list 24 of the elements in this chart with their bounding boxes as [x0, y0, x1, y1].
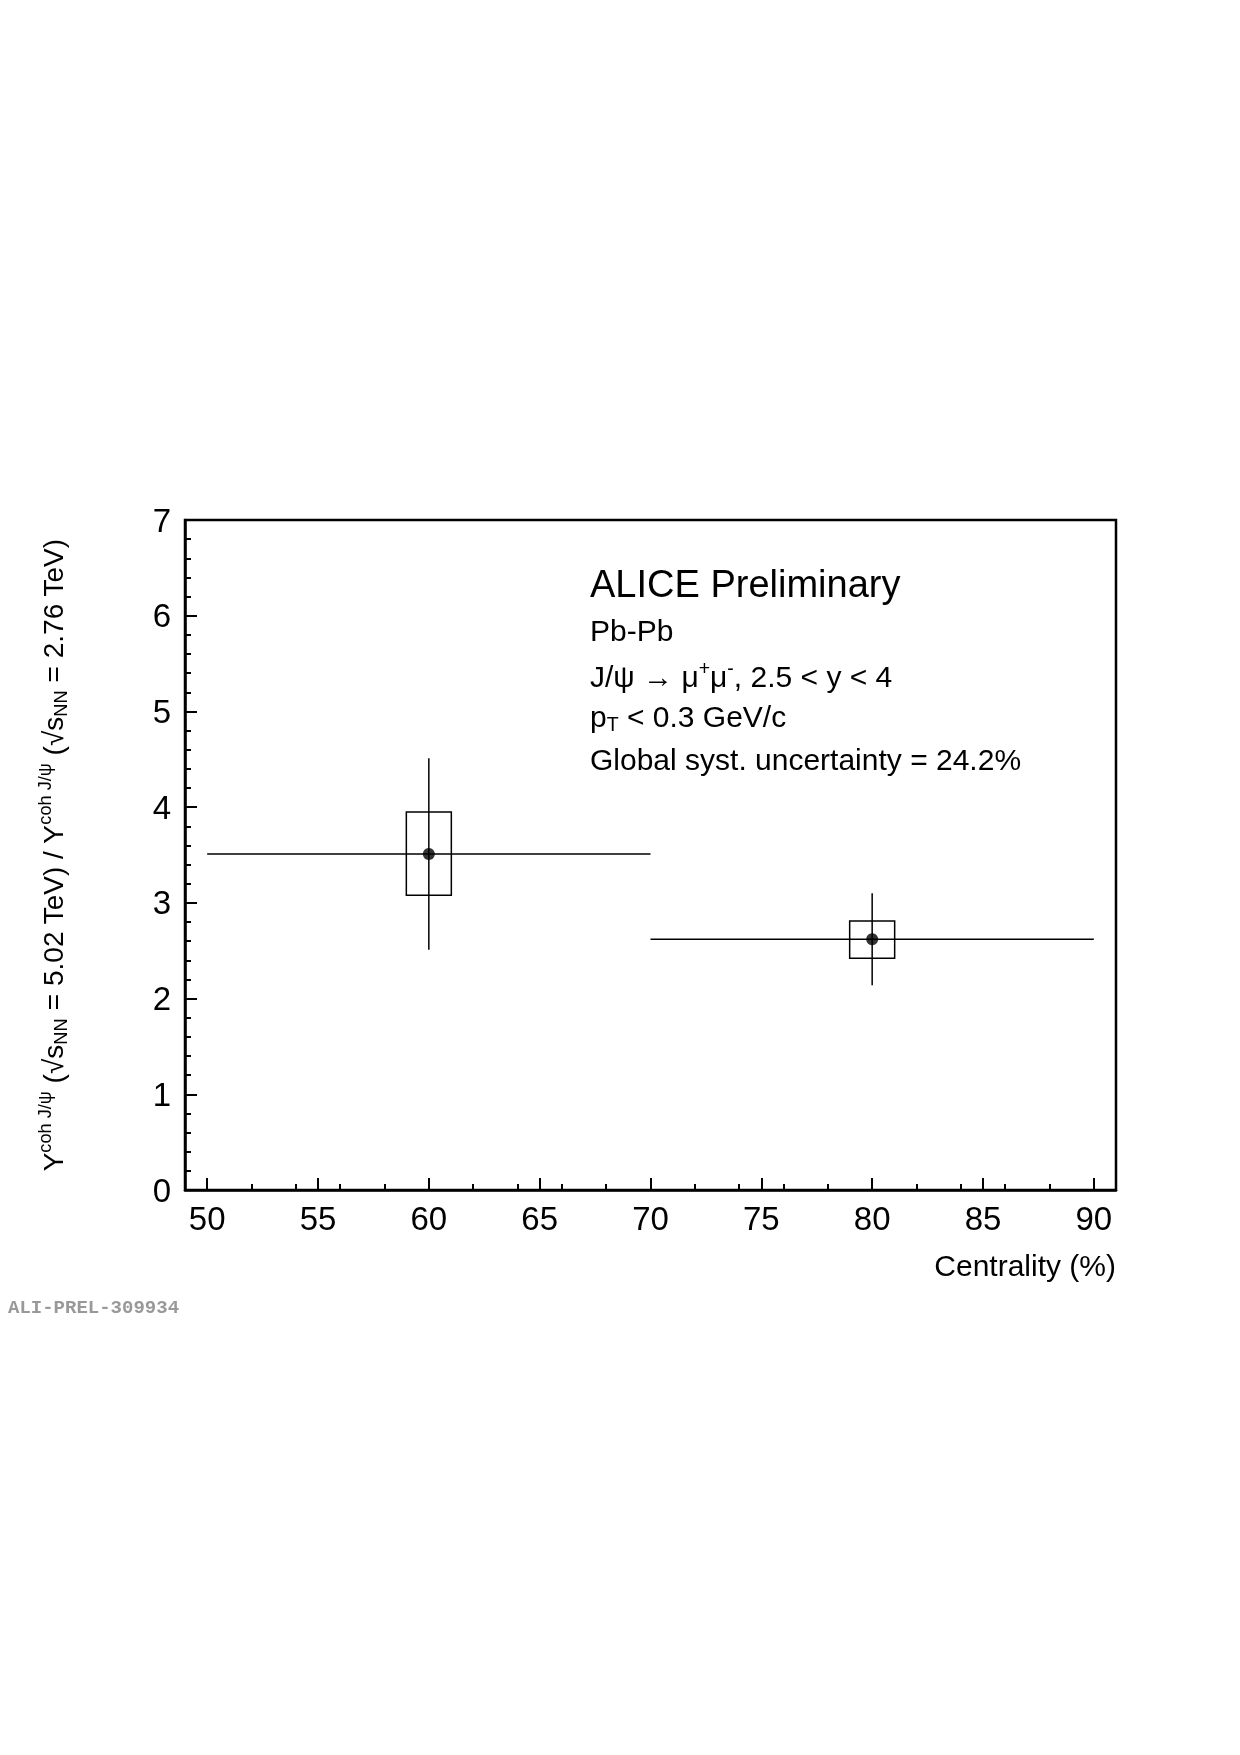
x-tick-label: 60 — [410, 1200, 448, 1237]
y-tick-label: 3 — [152, 884, 171, 922]
x-tick-label: 75 — [742, 1200, 780, 1237]
y-tick-label: 6 — [152, 597, 171, 635]
y-tick-label: 5 — [152, 692, 171, 730]
x-tick-label: 80 — [853, 1200, 891, 1237]
x-tick-label: 90 — [1075, 1200, 1113, 1237]
y-tick-label: 1 — [152, 1075, 171, 1113]
x-tick-label: 65 — [521, 1200, 559, 1237]
x-tick-label: 55 — [299, 1200, 337, 1237]
annotation: J/ψ → μ+μ-, 2.5 < y < 4 — [590, 657, 893, 693]
x-tick-label: 70 — [632, 1200, 669, 1237]
x-axis-title: Centrality (%) — [934, 1248, 1116, 1282]
y-tick-label: 7 — [152, 501, 171, 539]
y-tick-label: 2 — [152, 980, 171, 1018]
annotation: Global syst. uncertainty = 24.2% — [590, 742, 1022, 776]
text: ALI-PREL-309934 — [8, 1296, 180, 1319]
y-tick-label: 4 — [152, 788, 171, 826]
text: Ycoh J/ψ (√sNN = 5.02 TeV) / Ycoh J/ψ (√sNN = 2.76 TeV) — [35, 538, 71, 1172]
annotation: ALICE Preliminary — [590, 563, 901, 605]
annotation: Pb-Pb — [590, 613, 674, 647]
y-tick-label: 0 — [152, 1171, 171, 1209]
x-tick-label: 50 — [188, 1200, 226, 1237]
x-tick-label: 85 — [964, 1200, 1002, 1237]
